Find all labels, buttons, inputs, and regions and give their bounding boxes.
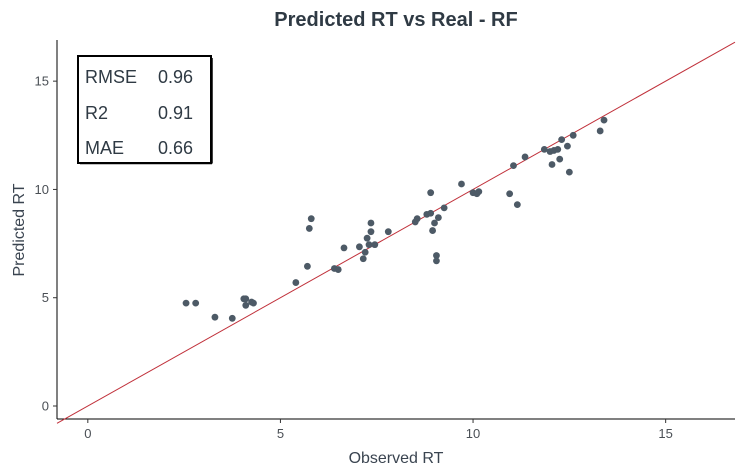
data-point — [242, 295, 250, 303]
y-tick-label: 15 — [35, 74, 49, 89]
x-tick-label: 15 — [658, 426, 672, 441]
y-axis-label: Predicted RT — [11, 183, 28, 276]
data-point — [182, 299, 190, 307]
data-point — [433, 252, 440, 259]
data-point — [384, 228, 392, 236]
data-point — [365, 241, 373, 249]
data-point — [211, 313, 219, 321]
data-point — [510, 162, 517, 170]
data-point — [431, 219, 438, 227]
data-point — [367, 228, 375, 236]
data-point — [192, 299, 200, 307]
metrics-table-border — [77, 55, 212, 164]
data-point — [305, 225, 313, 232]
data-point — [371, 241, 379, 249]
data-point — [427, 209, 435, 217]
data-point — [440, 204, 448, 212]
data-point — [250, 299, 257, 307]
data-point — [363, 234, 371, 242]
data-point — [458, 180, 465, 188]
metric-label-rmse: RMSE — [85, 67, 137, 87]
data-point — [596, 127, 604, 135]
x-axis-label: Observed RT — [349, 450, 444, 467]
data-point — [554, 145, 562, 153]
data-point — [521, 153, 529, 161]
data-point — [433, 257, 440, 265]
data-point — [292, 279, 300, 286]
y-tick-label: 5 — [42, 290, 49, 305]
data-point — [413, 215, 421, 223]
data-point — [242, 301, 250, 309]
data-point — [307, 215, 315, 223]
chart-title: Predicted RT vs Real - RF — [274, 9, 517, 31]
data-point — [548, 161, 556, 168]
data-point — [427, 189, 435, 197]
data-point — [303, 262, 311, 270]
data-point — [356, 243, 363, 251]
data-point — [434, 214, 442, 221]
data-point — [506, 190, 514, 198]
x-tick-label: 5 — [277, 426, 284, 441]
data-point — [600, 116, 608, 124]
data-point — [475, 188, 483, 196]
y-tick-label: 0 — [42, 399, 49, 414]
plot-area: 0 5 10 15 0 5 10 15 — [35, 40, 736, 441]
data-point — [367, 219, 375, 227]
data-point — [228, 314, 236, 322]
reference-line — [56, 41, 736, 424]
x-tick-label: 10 — [466, 426, 480, 441]
y-tick-label: 10 — [35, 182, 49, 197]
data-point — [569, 131, 577, 139]
x-tick-label: 0 — [84, 426, 91, 441]
data-point — [556, 155, 564, 163]
metric-label-mae: MAE — [85, 138, 124, 158]
data-point — [564, 142, 571, 150]
data-point — [565, 168, 573, 176]
metrics-table: RMSE 0.96 R2 0.91 MAE 0.66 — [77, 55, 213, 165]
data-point — [513, 201, 521, 208]
data-point — [540, 145, 548, 153]
data-point — [558, 136, 566, 144]
data-point — [429, 227, 436, 234]
metric-value-r2: 0.91 — [158, 103, 193, 123]
data-point — [359, 255, 367, 263]
metric-value-mae: 0.66 — [158, 138, 193, 158]
data-point — [340, 244, 348, 252]
data-point — [361, 248, 369, 256]
metric-value-rmse: 0.96 — [158, 67, 193, 87]
data-point — [334, 266, 342, 273]
metric-label-r2: R2 — [85, 103, 108, 123]
